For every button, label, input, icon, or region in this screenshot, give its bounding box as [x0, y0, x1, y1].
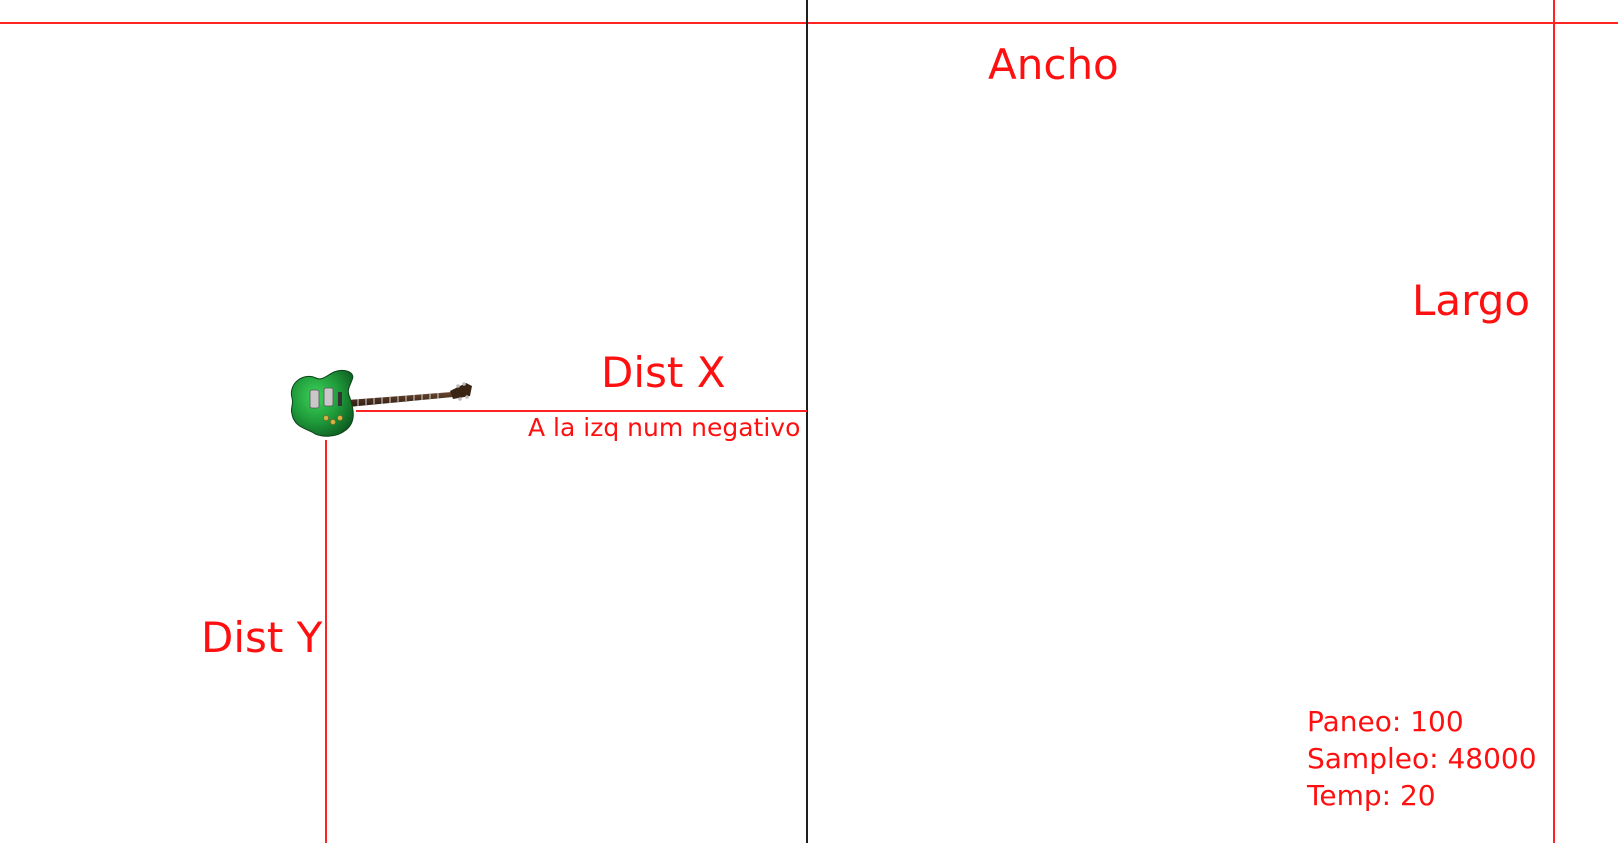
dist-x-label: Dist X	[601, 348, 726, 397]
dist-x-line	[356, 410, 807, 412]
paneo-readout: Paneo: 100	[1307, 705, 1464, 738]
largo-label: Largo	[1412, 276, 1531, 325]
guitar-headstock	[450, 383, 472, 399]
dist-y-label: Dist Y	[201, 613, 323, 662]
guitar-neck-pickup	[309, 389, 320, 409]
guitar-frets	[357, 393, 439, 406]
sampleo-readout: Sampleo: 48000	[1307, 742, 1537, 775]
room-top-edge-line	[0, 22, 1618, 24]
guitar-body	[290, 369, 354, 437]
electric-guitar-icon[interactable]	[286, 368, 476, 440]
guitar-bridge	[338, 392, 342, 406]
ancho-label: Ancho	[988, 40, 1119, 89]
dist-x-note: A la izq num negativo	[528, 413, 801, 442]
guitar-bridge-pickup	[323, 387, 334, 407]
dist-y-line	[325, 440, 327, 843]
guitar-knobs	[323, 415, 343, 425]
temp-readout: Temp: 20	[1307, 779, 1436, 812]
guitar-neck	[348, 392, 453, 407]
center-axis-line	[806, 0, 808, 843]
guitar-tuners	[456, 382, 469, 401]
room-right-edge-line	[1553, 0, 1555, 843]
